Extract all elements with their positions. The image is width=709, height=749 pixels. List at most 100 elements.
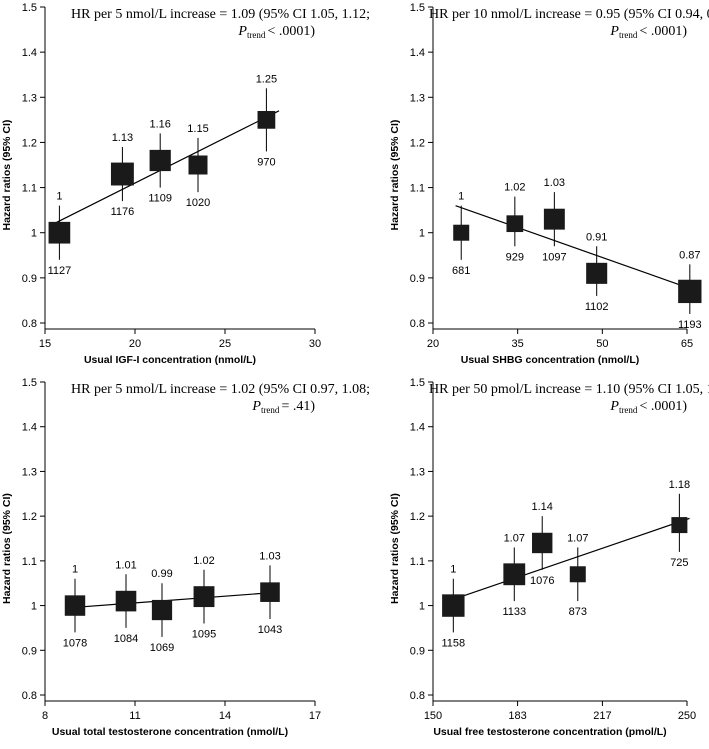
x-axis-label: Usual total testosterone concentration (… [52,726,288,738]
annotation-p-subscript: trend [619,30,638,40]
y-tick-label: 0.8 [22,690,37,702]
y-tick-label: 0.9 [410,645,425,657]
x-tick-label: 65 [681,338,693,350]
annotation-line-1: HR per 50 pmol/L increase = 1.10 (95% CI… [429,382,709,397]
annotation-line-2: Ptrend = .41) [251,399,315,415]
x-tick-label: 50 [596,338,608,350]
hr-marker [569,566,586,583]
panel-shbg: 0.8 0.9 1 1.1 1.2 1.3 1.4 1.5 20 35 50 65 Usual SHBG… [355,0,709,375]
trend-line [448,517,690,602]
y-tick-label: 1.3 [22,466,37,478]
n-count-label: 725 [670,557,688,569]
y-tick-label: 1.4 [22,422,37,434]
x-tick-label: 35 [512,338,524,350]
annotation-p: P [609,24,619,39]
annotation-line-1: HR per 5 nmol/L increase = 1.02 (95% CI … [71,382,370,397]
hr-marker [671,517,688,534]
hr-marker [149,149,171,172]
n-count-label: 1097 [542,251,566,263]
hr-marker [260,582,280,602]
annotation-p-value: < .0001) [639,399,687,414]
y-axis-label: Hazard ratios (95% CI) [389,120,401,231]
annotation-p-value: = .41) [281,399,315,414]
hr-marker [193,586,215,608]
hr-value-label: 1.14 [532,501,553,513]
y-tick-label: 1.2 [22,511,37,523]
panel-igf: 0.8 0.9 1 1.1 1.2 1.3 1.4 1.5 15 20 25 30 Usual IGF-… [0,0,370,375]
y-tick-label: 0.8 [410,690,425,702]
n-count-label: 1078 [63,637,87,649]
hr-marker [151,599,173,621]
hr-marker [442,594,465,617]
y-tick-label: 1.5 [410,377,425,389]
hr-value-label: 1.13 [112,132,133,144]
n-count-label: 1158 [441,637,465,649]
n-count-label: 1127 [48,265,72,277]
y-tick-label: 1 [31,601,37,613]
annotation-p: P [609,399,619,414]
y-tick-label: 0.8 [410,318,425,330]
y-axis-label: Hazard ratios (95% CI) [389,493,401,604]
y-tick-label: 1.4 [410,422,425,434]
x-axis-label: Usual free testosterone concentration (p… [433,726,666,738]
y-tick-label: 1.4 [410,47,425,59]
n-count-label: 1084 [114,633,138,645]
y-tick-label: 1.2 [22,137,37,149]
hr-value-label: 1.01 [115,559,136,571]
y-tick-label: 1.2 [410,137,425,149]
hr-marker [543,208,565,230]
y-tick-label: 1 [31,228,37,240]
y-axis-label: Hazard ratios (95% CI) [1,493,13,604]
y-tick-label: 1.5 [410,2,425,14]
y-tick-label: 1.5 [22,377,37,389]
annotation-line-2: Ptrend < .0001) [237,24,315,40]
y-tick-label: 1.3 [22,92,37,104]
y-tick-label: 1.4 [22,47,37,59]
annotation-p-value: < .0001) [639,24,687,39]
n-count-label: 1069 [150,642,174,654]
x-tick-label: 11 [129,710,140,722]
annotation-line-2: Ptrend < .0001) [609,24,687,40]
x-tick-label: 150 [424,710,442,722]
n-count-label: 1020 [186,197,210,209]
y-tick-label: 1.3 [410,466,425,478]
y-tick-label: 1.1 [22,556,37,568]
n-count-label: 929 [506,251,524,263]
annotation-p: P [237,24,247,39]
y-tick-label: 1.1 [410,556,425,568]
x-tick-label: 30 [309,338,321,350]
hr-marker [64,595,86,616]
y-tick-label: 1.1 [410,183,425,195]
n-count-label: 1193 [678,319,702,331]
n-count-label: 1133 [502,606,526,618]
x-tick-label: 217 [593,710,611,722]
y-tick-label: 1 [419,601,425,613]
hr-marker [503,563,526,586]
hr-value-label: 0.99 [151,568,172,580]
annotation-p: P [251,399,261,414]
y-tick-label: 1.2 [410,511,425,523]
hr-value-label: 1 [56,191,62,203]
hr-value-label: 1.25 [256,73,277,85]
annotation-line-1: HR per 5 nmol/L increase = 1.09 (95% CI … [71,7,370,22]
n-count-label: 970 [257,156,275,168]
hr-value-label: 1.07 [567,532,588,544]
n-count-label: 1109 [148,193,172,205]
hr-value-label: 1.07 [504,532,525,544]
hr-value-label: 1 [72,564,78,576]
hr-marker [453,224,470,241]
annotation-p-value: < .0001) [267,24,315,39]
hr-marker [188,155,208,175]
panel-total-testosterone: 0.8 0.9 1 1.1 1.2 1.3 1.4 1.5 8 11 14 17 Usual total… [0,375,370,749]
n-count-label: 1076 [530,575,554,587]
n-count-label: 873 [569,606,587,618]
hr-value-label: 1.03 [259,550,280,562]
y-tick-label: 1.3 [410,92,425,104]
trend-line [68,591,280,609]
panel-free-testosterone: 0.8 0.9 1 1.1 1.2 1.3 1.4 1.5 150 183 217 250 Usual … [355,375,709,749]
annotation-p-subscript: trend [261,405,280,415]
chart-total-testosterone: 0.8 0.9 1 1.1 1.2 1.3 1.4 1.5 8 11 14 17 Usual total… [1,377,370,738]
hr-value-label: 0.87 [679,249,700,261]
